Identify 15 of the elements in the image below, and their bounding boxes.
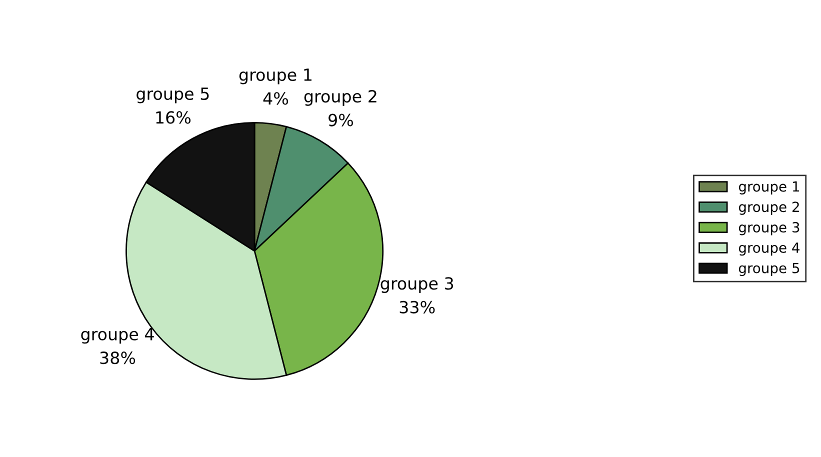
slice-label: groupe 3: [380, 277, 454, 293]
slice-label: groupe 4: [81, 328, 154, 344]
legend-label: groupe 1: [738, 181, 800, 194]
data-label: 16%: [156, 111, 191, 124]
data-label: 33%: [400, 300, 435, 314]
slice-label: groupe 2: [304, 90, 376, 106]
slice-label: groupe 5: [136, 88, 209, 104]
legend-label: groupe 2: [738, 202, 799, 215]
slice-label: groupe 1: [239, 68, 312, 84]
legend-label: groupe 4: [738, 242, 800, 256]
data-label: 9%: [328, 114, 354, 126]
legend-label: groupe 5: [738, 262, 800, 276]
legend-label: groupe 3: [738, 222, 800, 236]
data-label: 4%: [263, 92, 288, 105]
data-label: 38%: [100, 352, 136, 364]
